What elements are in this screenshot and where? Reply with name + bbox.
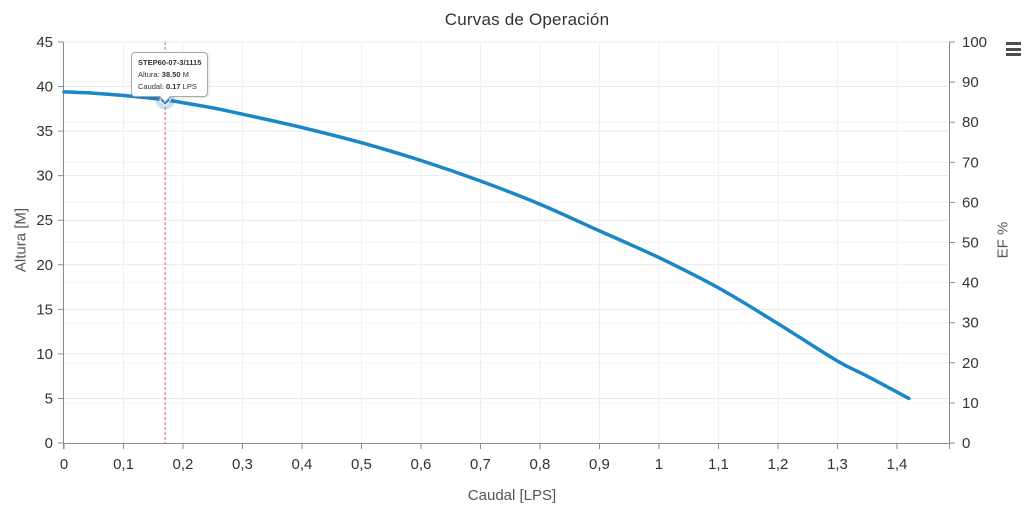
x-tick-label: 0,5 [351,456,372,473]
y-left-tick-label: 35 [36,123,53,140]
hamburger-menu-icon [1006,47,1021,51]
y-left-tick-label: 25 [36,212,53,229]
y-right-tick-label: 90 [962,74,979,91]
x-tick-label: 0,9 [589,456,610,473]
y-left-tick-label: 40 [36,79,53,96]
y-right-tick-label: 40 [962,275,979,292]
chart-title: Curvas de Operación [444,10,610,29]
y-right-tick-label: 80 [962,114,979,131]
y-left-tick-label: 5 [45,390,53,407]
y-left-tick-label: 15 [36,301,53,318]
x-tick-label: 0,1 [113,456,134,473]
x-tick-label: 1,3 [827,456,848,473]
hamburger-menu-icon [1006,42,1021,45]
y-right-tick-label: 20 [962,355,979,372]
y-right-tick-label: 100 [962,34,987,51]
y-left-tick-label: 45 [36,34,53,51]
y-left-tick-label: 0 [45,435,53,452]
x-tick-label: 0,7 [470,456,491,473]
pump-curve[interactable] [62,90,911,401]
x-tick-label: 0,3 [232,456,253,473]
x-tick-label: 1 [655,456,663,473]
y-right-tick-label: 30 [962,315,979,332]
y-right-tick-label: 0 [962,435,970,452]
y-right-tick-label: 50 [962,235,979,252]
point-tooltip: STEP60-07-3/1115 Altura: 38.50 M Caudal:… [131,52,209,103]
y-right-tick-label: 70 [962,154,979,171]
x-tick-label: 1,4 [887,456,908,473]
x-tick-label: 1,2 [768,456,789,473]
x-tick-label: 0,6 [411,456,432,473]
tooltip-row: Caudal: 0.17 LPS [138,81,197,91]
x-tick-label: 0 [60,456,68,473]
y-right-tick-label: 10 [962,395,979,412]
y-axis-right-title: EF % [994,221,1012,259]
x-axis-title: Caudal [LPS] [467,487,557,504]
tooltip-series-name: STEP60-07-3/1115 [138,58,202,67]
y-left-tick-label: 10 [36,346,53,363]
x-tick-label: 1,1 [708,456,729,473]
x-tick-label: 0,8 [530,456,551,473]
y-left-tick-label: 20 [36,257,53,274]
y-axis-left-title: Altura [M] [12,207,30,273]
x-tick-label: 0,4 [292,456,313,473]
hamburger-menu-icon [1006,53,1021,56]
x-tick-label: 0,2 [173,456,194,473]
y-right-tick-label: 60 [962,194,979,211]
y-left-tick-label: 30 [36,168,53,185]
tooltip-row: Altura: 38.50 M [138,70,189,80]
export-menu-button[interactable] [1006,41,1023,57]
